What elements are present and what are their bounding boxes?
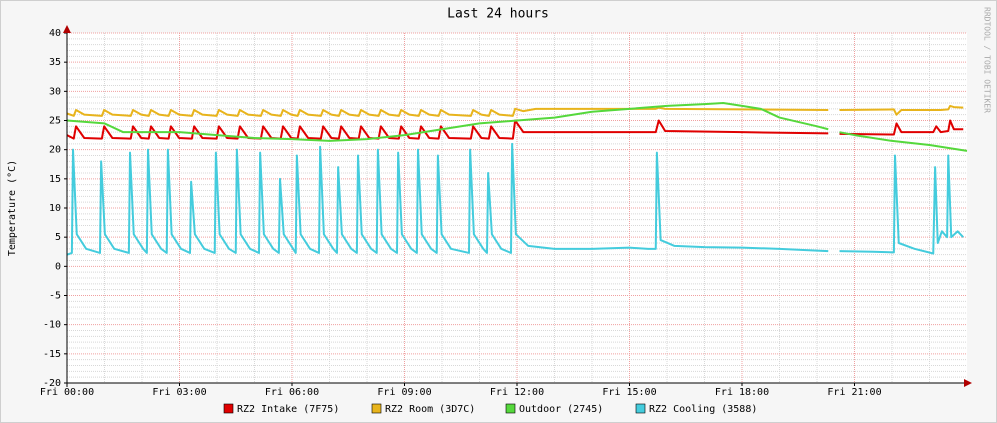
side-text: RRDTOOL / TOBI OETIKER (983, 7, 992, 113)
y-tick-label: -15 (43, 349, 61, 360)
legend-swatch (371, 403, 382, 414)
y-arrow (63, 25, 71, 33)
legend-label: RZ2 Intake (7F75) (237, 404, 339, 415)
y-tick-label: 30 (49, 86, 61, 97)
legend-swatch (635, 403, 646, 414)
x-tick-label: Fri 00:00 (40, 387, 94, 398)
y-tick-label: -5 (49, 291, 61, 302)
lines (66, 102, 968, 256)
x-tick-label: Fri 15:00 (602, 387, 656, 398)
y-tick-label: -10 (43, 320, 61, 331)
x-arrow (964, 379, 972, 387)
y-tick-label: 0 (55, 261, 61, 272)
chart-title: Last 24 hours (447, 7, 549, 22)
series-line (66, 142, 964, 256)
y-tick-label: 35 (49, 57, 61, 68)
y-tick-label: 10 (49, 203, 61, 214)
y-tick-label: 20 (49, 145, 61, 156)
x-tick-label: Fri 09:00 (377, 387, 431, 398)
y-tick-label: 40 (49, 28, 61, 39)
y-tick-label: 15 (49, 174, 61, 185)
y-tick-label: 25 (49, 116, 61, 127)
legend-label: RZ2 Cooling (3588) (649, 404, 757, 415)
legend-swatch (223, 403, 234, 414)
series-line (66, 102, 968, 152)
series-line (66, 104, 964, 117)
x-tick-label: Fri 06:00 (265, 387, 319, 398)
legend: RZ2 Intake (7F75) RZ2 Room (3D7C) Outdoor … (223, 403, 757, 415)
axes (63, 25, 972, 387)
legend-swatch (505, 403, 516, 414)
grid: -20 -15 -10 -5 0 5 10 15 20 25 30 35 40 Fri 00:00 Fri … (40, 28, 967, 398)
x-tick-label: Fri 12:00 (490, 387, 544, 398)
legend-label: RZ2 Room (3D7C) (385, 404, 475, 415)
y-tick-label: 5 (55, 232, 61, 243)
x-tick-label: Fri 21:00 (827, 387, 881, 398)
legend-label: Outdoor (2745) (519, 404, 603, 415)
y-tick-label: -20 (43, 378, 61, 389)
x-tick-label: Fri 03:00 (152, 387, 206, 398)
y-axis-label: Temperature (°C) (7, 160, 18, 256)
x-tick-label: Fri 18:00 (715, 387, 769, 398)
